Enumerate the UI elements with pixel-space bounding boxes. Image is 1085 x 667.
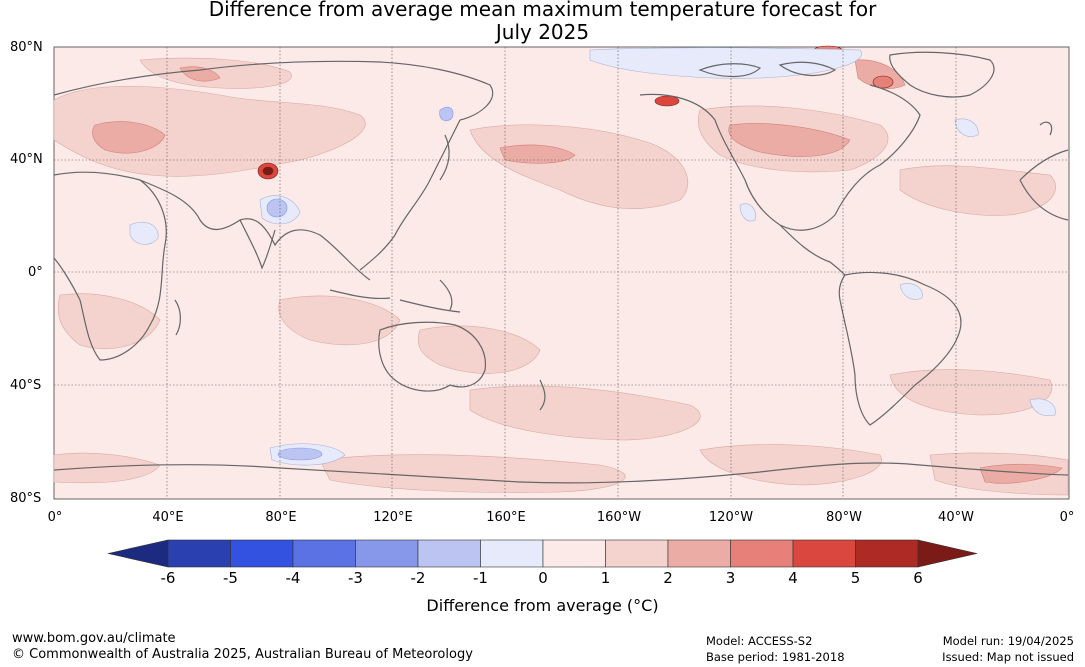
- lon-label-40e: 40°E: [152, 510, 184, 525]
- colorbar-tick-label: 3: [725, 569, 736, 587]
- footer-website: www.bom.gov.au/climate: [12, 631, 176, 646]
- colorbar-tick-label: -1: [473, 569, 488, 587]
- moderate-cool-regions: [266, 106, 454, 461]
- colorbar-tick-label: -3: [348, 569, 363, 587]
- coastlines: [53, 51, 1069, 484]
- colorbar-segment: [855, 539, 919, 568]
- colorbar-segment: [167, 539, 231, 568]
- temperature-anomaly-map: [53, 45, 1070, 500]
- colorbar-tick-label: 5: [850, 569, 861, 587]
- colorbar-segment: [542, 539, 606, 568]
- colorbar-tick-label: 1: [600, 569, 611, 587]
- lat-label-80n: 80°N: [10, 40, 43, 55]
- colorbar-segment: [355, 539, 419, 568]
- lon-label-160w: 160°W: [596, 510, 642, 525]
- lon-label-0-left: 0°: [47, 510, 63, 525]
- colorbar-tick-label: 4: [788, 569, 798, 587]
- colorbar-segment: [605, 539, 669, 568]
- footer-issued: Issued: Map not issued: [942, 650, 1074, 664]
- colorbar-tick-label: 2: [663, 569, 673, 587]
- footer-base-period: Base period: 1981-2018: [706, 650, 845, 664]
- colorbar-segment: [792, 539, 856, 568]
- colorbar-tick-label: -4: [285, 569, 301, 587]
- colorbar-segment: [480, 539, 544, 568]
- colorbar-segment: [667, 539, 731, 568]
- lat-label-40n: 40°N: [10, 152, 43, 167]
- colorbar-tick-label: 6: [913, 569, 923, 587]
- lon-label-40w: 40°W: [938, 510, 974, 525]
- colorbar-arrow-low: [107, 539, 169, 568]
- lon-label-80w: 80°W: [826, 510, 862, 525]
- colorbar-tick-label: -6: [160, 569, 176, 587]
- graticule: [54, 47, 1069, 499]
- map-title-line1: Difference from average mean maximum tem…: [208, 0, 877, 21]
- colorbar-arrow-high: [917, 539, 978, 568]
- colorbar-tick-label: -2: [410, 569, 426, 587]
- lon-label-120w: 120°W: [708, 510, 754, 525]
- colorbar-tick-label: 0: [538, 569, 548, 587]
- colorbar-label: Difference from average (°C): [426, 596, 659, 615]
- map-title-line2: July 2025: [495, 20, 590, 44]
- footer-copyright: © Commonwealth of Australia 2025, Austra…: [12, 647, 473, 662]
- colorbar-segment: [292, 539, 356, 568]
- lon-label-0-right: 0°: [1059, 510, 1075, 525]
- lon-label-80e: 80°E: [265, 510, 297, 525]
- lon-label-120e: 120°E: [373, 510, 413, 525]
- lat-label-80s: 80°S: [10, 491, 42, 506]
- colorbar-tick-label: -5: [223, 569, 238, 587]
- colorbar-segment: [730, 539, 794, 568]
- footer-model: Model: ACCESS-S2: [706, 634, 813, 648]
- colorbar-segment: [230, 539, 294, 568]
- lat-label-equator: 0°: [28, 265, 43, 280]
- lat-label-40s: 40°S: [10, 378, 42, 393]
- lon-label-160e: 160°E: [486, 510, 526, 525]
- colorbar-segment: [417, 539, 481, 568]
- footer-model-run: Model run: 19/04/2025: [942, 634, 1074, 648]
- cool-anomaly-regions: [129, 47, 1056, 466]
- colorbar: [107, 539, 978, 568]
